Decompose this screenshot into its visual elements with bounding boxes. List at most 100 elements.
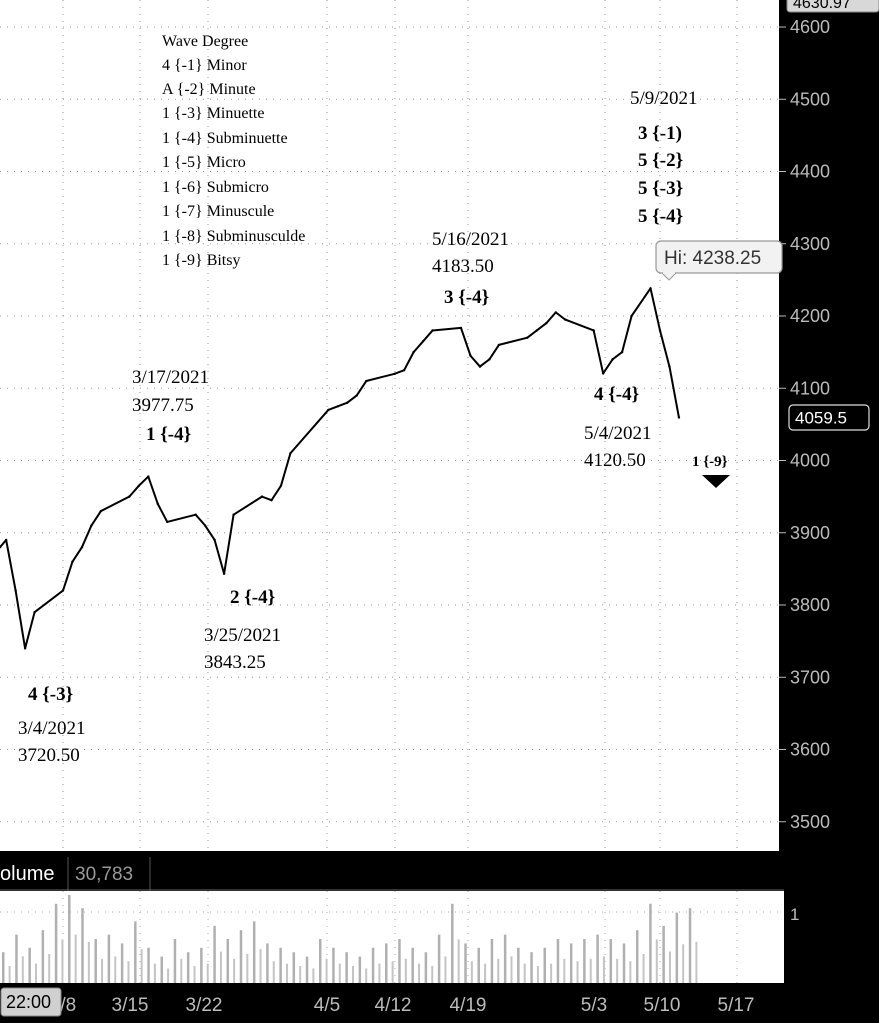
annotation-price: 3977.75: [132, 395, 194, 416]
panel-handle-icon[interactable]: ⋮: [872, 927, 879, 944]
volume-bar: [28, 947, 31, 983]
legend-item: 1 {-6} Submicro: [162, 179, 269, 196]
wave-label: 2 {-4}: [230, 587, 275, 608]
volume-bar: [688, 908, 692, 983]
price-point: [488, 358, 491, 361]
volume-bar: [668, 951, 671, 983]
price-point: [289, 452, 292, 455]
volume-bar: [404, 958, 407, 983]
price-point: [535, 329, 539, 332]
volume-bar: [101, 958, 104, 983]
pane-divider: [0, 851, 879, 857]
volume-bar: [74, 934, 77, 983]
volume-bar: [54, 903, 58, 983]
volume-bar: [246, 953, 249, 983]
price-axis-label: 3600: [790, 740, 830, 760]
wave-label: 5 {-3}: [638, 178, 683, 199]
price-axis-label: 3800: [790, 595, 830, 615]
legend-item: 1 {-3} Minuette: [162, 105, 264, 122]
price-axis-label: 3700: [790, 667, 830, 687]
legend-item: 4 {-1} Minor: [162, 57, 247, 74]
time-axis-label: 4/12: [375, 995, 412, 1016]
volume-bar: [391, 961, 394, 983]
annotation-price: 3720.50: [18, 745, 80, 766]
price-point: [90, 524, 93, 527]
annotation-date: 5/9/2021: [630, 88, 698, 109]
volume-bar: [252, 921, 256, 983]
volume-bar: [180, 958, 183, 983]
annotation-date: 5/16/2021: [432, 229, 509, 250]
volume-bar: [68, 895, 71, 983]
price-point: [346, 401, 349, 404]
wave-label: 5 {-2}: [638, 150, 683, 171]
price-series: [0, 287, 681, 650]
volume-bar: [444, 956, 447, 983]
price-point: [611, 358, 614, 361]
price-point: [194, 513, 197, 516]
volume-bar: [87, 941, 90, 983]
hi-tooltip: Hi: 4238.25: [655, 240, 783, 281]
annotation-date: 5/4/2021: [584, 423, 652, 444]
volume-bar: [451, 903, 454, 983]
volume-bar: [272, 961, 275, 983]
price-point: [355, 394, 358, 397]
volume-bar: [431, 966, 434, 983]
volume-bar: [464, 943, 467, 983]
volume-bar: [358, 956, 362, 983]
volume-series: [2, 895, 698, 983]
price-point: [592, 329, 595, 332]
price-point: [260, 495, 264, 498]
volume-bar: [424, 952, 428, 983]
price-point: [4, 538, 8, 542]
volume-bar: [266, 943, 269, 983]
volume-bar: [239, 930, 243, 983]
volume-bar: [576, 961, 579, 983]
legend-item: A {-2} Minute: [162, 81, 256, 98]
price-point: [270, 499, 273, 502]
time-axis-label: 3/22: [186, 995, 223, 1016]
time-start-label: 22:00: [6, 992, 51, 1012]
volume-bar: [94, 939, 97, 983]
volume-bar: [318, 939, 322, 983]
annotation-date: 3/4/2021: [18, 718, 86, 739]
volume-bar: [160, 956, 163, 983]
volume-bar: [543, 947, 547, 983]
volume-bar: [470, 961, 473, 983]
volume-bar: [81, 908, 84, 983]
wave-degree-legend: Wave Degree 4 {-1} Minor A {-2} Minute 1…: [162, 33, 305, 269]
volume-bar: [556, 939, 560, 983]
price-point: [203, 524, 207, 527]
volume-bar: [365, 968, 368, 983]
volume-axis-tick: 1: [790, 905, 799, 924]
price-point: [0, 546, 2, 549]
volume-header: [0, 857, 784, 891]
volume-value: 30,783: [75, 864, 133, 885]
price-point: [61, 589, 65, 592]
time-axis-label: 4/5: [314, 995, 340, 1016]
price-point: [156, 502, 159, 506]
volume-bar: [385, 943, 388, 983]
volume-bar: [153, 963, 156, 983]
legend-title: Wave Degree: [162, 33, 248, 50]
volume-bar: [629, 961, 632, 983]
price-axis-label: 3500: [790, 812, 830, 832]
volume-bar: [622, 943, 626, 983]
price-point: [166, 520, 169, 524]
price-point: [620, 350, 624, 354]
price-point: [658, 329, 662, 332]
volume-bar: [206, 963, 209, 983]
volume-bar: [596, 934, 599, 983]
volume-bar: [609, 939, 613, 983]
price-point: [213, 538, 216, 542]
wave-annotations: 4 {-3} 3/4/2021 3720.50 3/17/2021 3977.7…: [18, 88, 730, 766]
price-plot-area: [0, 0, 779, 851]
volume-bar: [107, 934, 111, 983]
volume-bar: [477, 947, 480, 983]
volume-bar: [140, 949, 143, 983]
volume-bar: [167, 968, 170, 983]
price-point: [33, 611, 36, 614]
volume-bar: [8, 966, 11, 983]
volume-bar: [589, 958, 592, 983]
